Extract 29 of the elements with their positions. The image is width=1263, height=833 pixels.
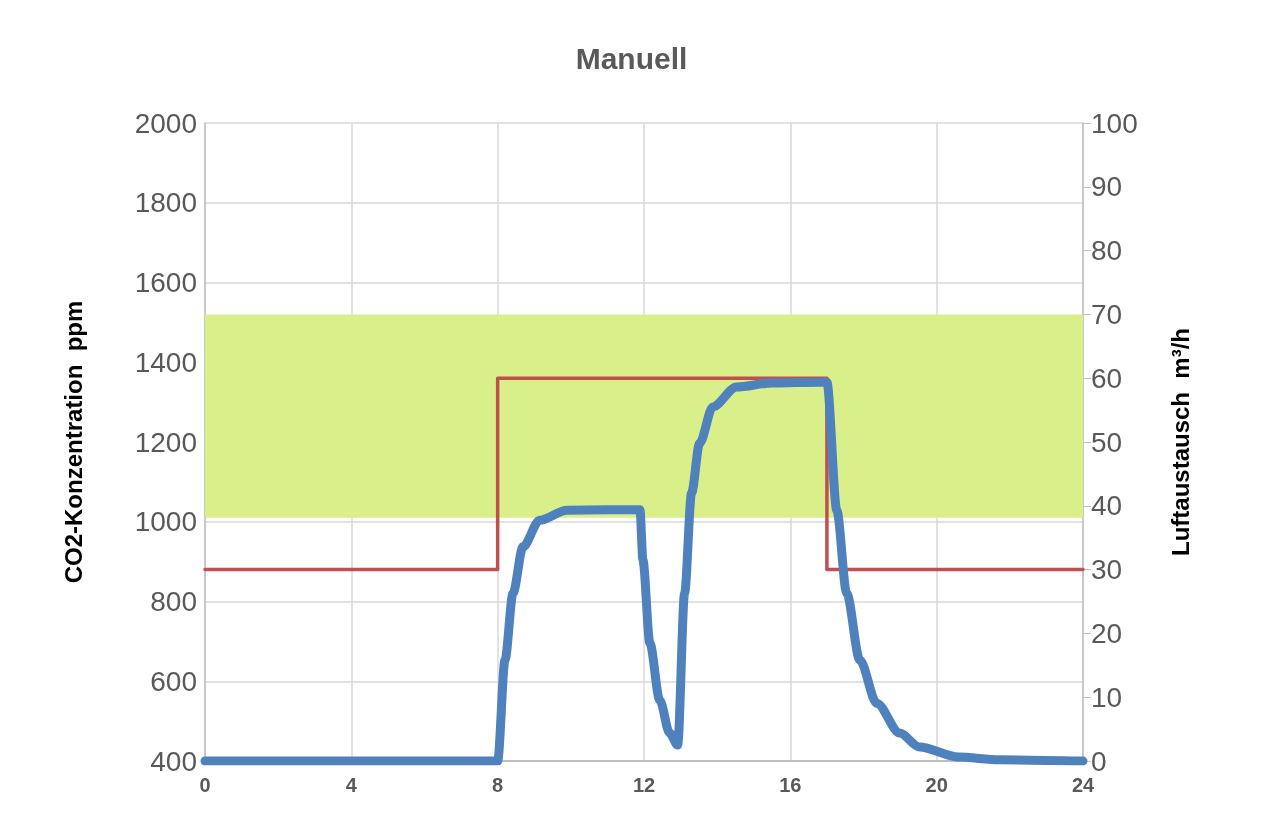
y2-tick-label: 10 [1091,681,1123,713]
y2-tick-label: 40 [1091,490,1123,522]
y-tick-label: 400 [150,745,197,777]
y-tick-label: 1200 [134,426,197,458]
chart-title: Manuell [575,41,688,75]
y2-tick-label: 100 [1091,107,1138,139]
y-tick-label: 2000 [134,107,197,139]
x-tick-label: 12 [632,774,656,796]
y-tick-label: 600 [150,665,197,697]
y-tick-label: 1000 [134,506,197,538]
x-tick-label: 24 [1071,774,1095,796]
x-tick-label: 20 [925,774,948,796]
x-tick-label: 0 [199,774,211,796]
x-tick-label: 8 [492,774,504,796]
y-tick-label: 1400 [134,346,197,378]
y2-tick-label: 80 [1091,235,1123,267]
y2-tick-label: 20 [1091,617,1123,649]
x-tick-label: 4 [345,774,358,796]
y-tick-label: 1600 [134,267,197,298]
y-tick-label: 800 [150,586,197,617]
x-tick-label: 16 [779,774,802,796]
y2-tick-label: 90 [1091,171,1123,203]
y2-axis-title: Luftaustausch m³/h [1166,327,1194,557]
y2-tick-label: 50 [1091,426,1123,458]
y-axis-title: CO2-Konzentration ppm [59,300,87,584]
y2-tick-label: 70 [1091,298,1123,330]
y2-tick-label: 30 [1091,554,1123,586]
y-tick-label: 1800 [134,187,197,219]
y2-tick-label: 60 [1091,362,1123,394]
